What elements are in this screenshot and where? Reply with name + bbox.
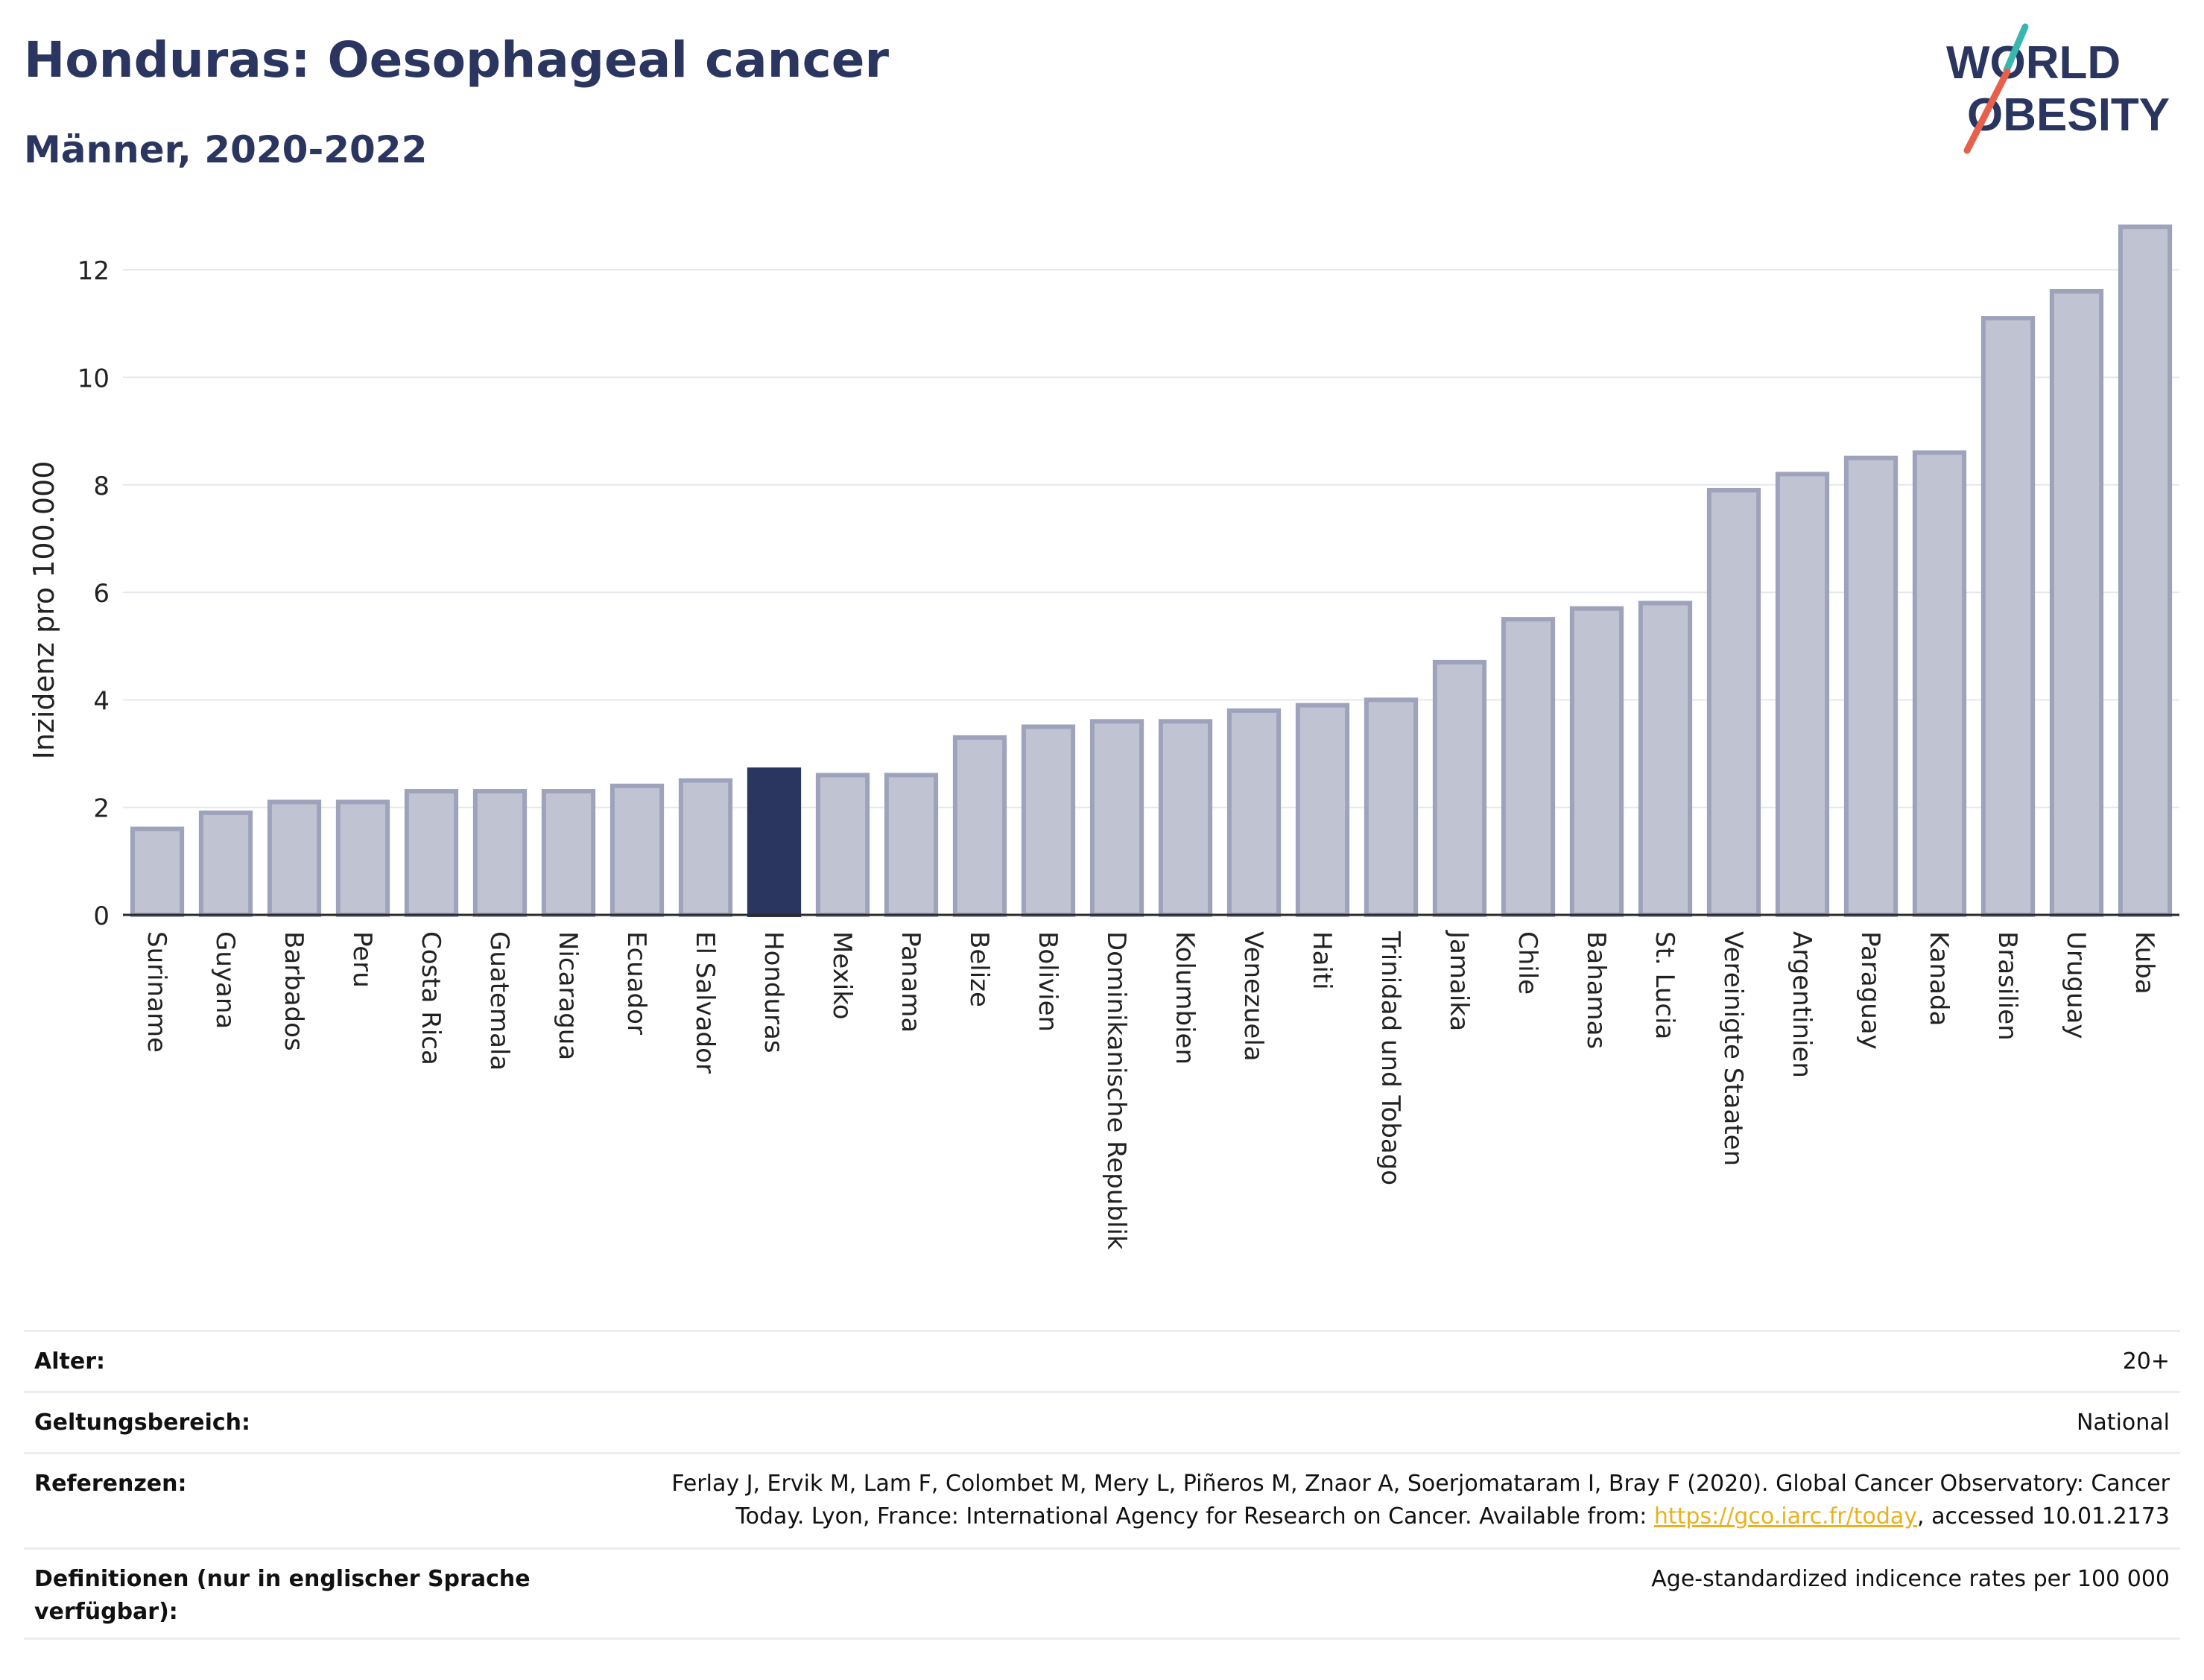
y-tick-label: 8 bbox=[93, 472, 110, 501]
x-tick-label: Haiti bbox=[1307, 931, 1337, 990]
bar-argentinien bbox=[1775, 472, 1830, 917]
bar-el-salvador bbox=[678, 778, 733, 917]
y-tick-labels: 0 2 4 6 8 10 12 bbox=[77, 256, 110, 931]
x-tick-label: Guatemala bbox=[484, 931, 514, 1071]
scope-label: Geltungsbereich: bbox=[34, 1410, 251, 1436]
x-tick-label: Kolumbien bbox=[1170, 931, 1200, 1065]
bar-guyana bbox=[198, 810, 253, 918]
bar-trinidad-und-tobago bbox=[1364, 697, 1419, 918]
bar-suriname bbox=[130, 826, 185, 917]
definitions-label: Definitionen (nur in englischer Sprache … bbox=[34, 1566, 531, 1625]
bar-belize bbox=[952, 735, 1007, 918]
x-tick-label: Mexiko bbox=[827, 931, 857, 1020]
bars bbox=[130, 224, 2173, 918]
info-row-age: Alter: 20+ bbox=[24, 1330, 2180, 1391]
y-tick-label: 12 bbox=[77, 256, 110, 286]
bar-guatemala bbox=[472, 789, 528, 917]
chart-title: Honduras: Oesophageal cancer bbox=[24, 31, 890, 89]
info-row-references: Referenzen: Ferlay J, Ervik M, Lam F, Co… bbox=[24, 1452, 2180, 1547]
x-tick-labels: Suriname Guyana Barbados Peru Costa Rica Guat… bbox=[142, 930, 2159, 1250]
age-value: 20+ bbox=[2122, 1348, 2170, 1375]
x-tick-label: Chile bbox=[1513, 931, 1542, 995]
logo-word-obesity: OBESITY bbox=[1967, 89, 2170, 141]
references-text-1: Ferlay J, Ervik M, Lam F, Colombet M, Me… bbox=[671, 1471, 2170, 1497]
x-tick-label: Brasilien bbox=[1992, 931, 2022, 1041]
scope-value: National bbox=[2076, 1410, 2170, 1436]
bar-st.-lucia bbox=[1638, 600, 1693, 917]
x-tick-label: Jamaika bbox=[1444, 930, 1474, 1031]
bar-brasilien bbox=[1980, 316, 2036, 918]
x-tick-label: Bahamas bbox=[1581, 931, 1611, 1049]
x-tick-label: Kanada bbox=[1924, 931, 1954, 1026]
world-obesity-logo: WORLD OBESITY bbox=[1946, 23, 2170, 154]
x-tick-label: Argentinien bbox=[1787, 931, 1817, 1078]
chart-subtitle: Männer, 2020-2022 bbox=[24, 128, 428, 171]
bar-honduras bbox=[747, 767, 802, 917]
references-value: Ferlay J, Ervik M, Lam F, Colombet M, Me… bbox=[650, 1468, 2170, 1533]
bar-kuba bbox=[2118, 224, 2173, 917]
bar-haiti bbox=[1295, 703, 1350, 917]
logo-slash-teal bbox=[2003, 23, 2029, 74]
bar-mexiko bbox=[815, 773, 870, 918]
info-row-scope: Geltungsbereich: National bbox=[24, 1391, 2180, 1452]
bar-chile bbox=[1501, 617, 1556, 918]
references-text-3: , accessed 10.01.2173 bbox=[1917, 1503, 2170, 1530]
grid-lines bbox=[123, 269, 2179, 808]
x-tick-label: Guyana bbox=[210, 931, 240, 1029]
bar-panama bbox=[884, 773, 939, 918]
bar-kolumbien bbox=[1158, 719, 1213, 917]
x-tick-label: Ecuador bbox=[621, 931, 651, 1035]
x-tick-label: Kuba bbox=[2129, 931, 2159, 995]
x-tick-label: Trinidad und Tobago bbox=[1375, 931, 1405, 1185]
bar-ecuador bbox=[609, 783, 665, 918]
x-tick-label: Uruguay bbox=[2061, 931, 2091, 1039]
info-row-definitions: Definitionen (nur in englischer Sprache … bbox=[24, 1547, 2180, 1640]
x-tick-label: Suriname bbox=[142, 931, 171, 1053]
x-tick-label: Peru bbox=[347, 931, 377, 988]
y-tick-label: 4 bbox=[93, 686, 110, 716]
x-tick-label: Costa Rica bbox=[416, 931, 446, 1065]
bar-bahamas bbox=[1569, 606, 1624, 917]
y-tick-label: 2 bbox=[93, 794, 110, 824]
x-tick-label: St. Lucia bbox=[1650, 931, 1679, 1039]
bar-nicaragua bbox=[541, 789, 596, 917]
bar-peru bbox=[335, 799, 390, 917]
x-tick-label: Paraguay bbox=[1855, 931, 1885, 1050]
x-tick-label: Bolivien bbox=[1033, 931, 1063, 1032]
bar-venezuela bbox=[1226, 708, 1282, 917]
bar-uruguay bbox=[2049, 289, 2104, 917]
x-tick-label: Nicaragua bbox=[553, 931, 583, 1060]
references-text-2: Today. Lyon, France: International Agenc… bbox=[735, 1503, 1647, 1530]
x-tick-label: Dominikanische Republik bbox=[1101, 931, 1131, 1250]
references-label: Referenzen: bbox=[34, 1471, 187, 1497]
y-axis-title: Inzidenz pro 100.000 bbox=[28, 461, 60, 760]
x-tick-label: Venezuela bbox=[1238, 931, 1268, 1062]
y-tick-label: 6 bbox=[93, 579, 110, 609]
bar-kanada bbox=[1912, 450, 1967, 917]
bar-chart: 0 2 4 6 8 10 12 Suriname Guyana Barbados Peru Cost… bbox=[28, 224, 2179, 1250]
x-tick-label: El Salvador bbox=[690, 931, 720, 1074]
references-link[interactable]: https://gco.iarc.fr/today bbox=[1653, 1503, 1918, 1530]
x-tick-label: Panama bbox=[896, 931, 925, 1033]
x-tick-label: Barbados bbox=[279, 931, 308, 1051]
x-tick-label: Belize bbox=[964, 931, 994, 1007]
y-tick-label: 10 bbox=[77, 364, 110, 393]
bar-costa-rica bbox=[404, 789, 459, 917]
bar-barbados bbox=[267, 799, 322, 917]
logo-word-world: WORLD bbox=[1946, 37, 2121, 89]
y-tick-label: 0 bbox=[93, 901, 110, 931]
bar-dominikanische-republik bbox=[1089, 719, 1144, 917]
info-table: Alter: 20+ Geltungsbereich: National Ref… bbox=[24, 1330, 2180, 1640]
logo-slash-red bbox=[1963, 68, 2011, 154]
bar-jamaika bbox=[1432, 659, 1487, 918]
definitions-value: Age-standardized indicence rates per 100… bbox=[1651, 1566, 2170, 1592]
bar-paraguay bbox=[1843, 455, 1899, 917]
age-label: Alter: bbox=[34, 1348, 105, 1375]
x-tick-label: Vereinigte Staaten bbox=[1718, 931, 1748, 1166]
x-tick-label: Honduras bbox=[759, 931, 788, 1053]
bar-bolivien bbox=[1021, 724, 1076, 918]
bar-vereinigte-staaten bbox=[1706, 487, 1761, 917]
